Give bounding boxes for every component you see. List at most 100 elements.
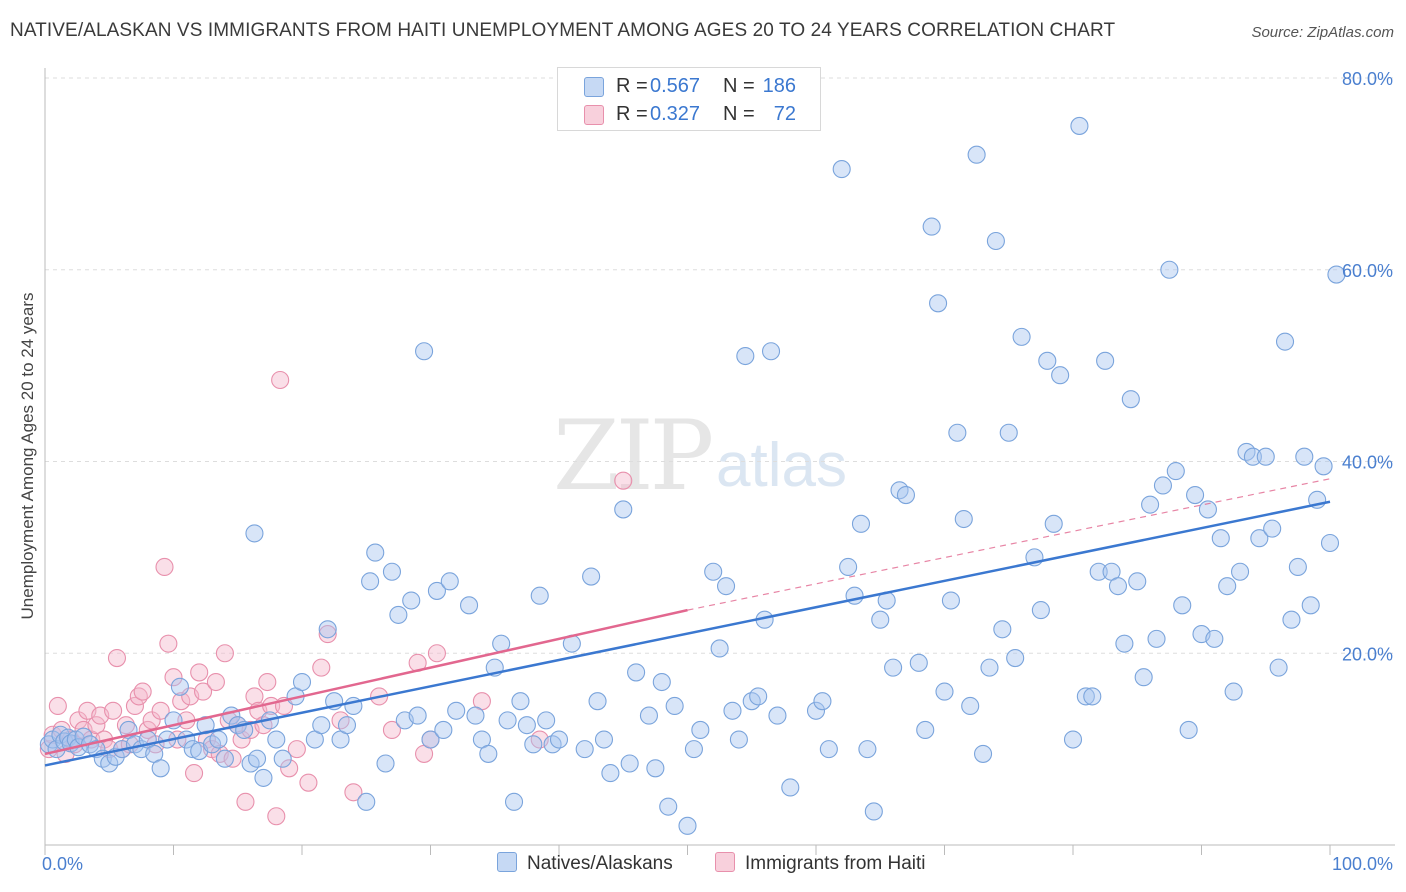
legend-row-haiti: R = 0.327 N = 72 (558, 101, 820, 129)
x-tick-label: 100.0% (1332, 854, 1393, 874)
data-point-natives (1160, 260, 1179, 279)
watermark-zip: ZIP (553, 400, 714, 512)
data-point-natives (415, 342, 434, 361)
data-point-natives (459, 596, 479, 615)
data-point-natives (292, 672, 312, 692)
data-point-natives (530, 586, 549, 605)
data-point-natives (427, 581, 446, 600)
chart-title: NATIVE/ALASKAN VS IMMIGRANTS FROM HAITI … (10, 20, 1116, 41)
data-point-natives (366, 543, 385, 562)
data-point-natives (884, 658, 903, 677)
data-point-natives (813, 692, 832, 711)
data-point-natives (916, 720, 935, 740)
data-point-natives (1166, 462, 1185, 481)
bottom-legend-label-haiti: Immigrants from Haiti (745, 853, 926, 874)
bottom-legend-label-natives: Natives/Alaskans (527, 853, 673, 874)
data-point-natives (100, 754, 119, 773)
data-point-haiti (236, 792, 255, 811)
data-point-natives (736, 346, 755, 366)
data-point-natives (1012, 327, 1031, 346)
data-point-natives (318, 620, 337, 639)
data-point-natives (1314, 457, 1333, 476)
x-tick-label: 0.0% (42, 854, 83, 874)
data-point-natives (1198, 500, 1217, 519)
data-point-natives (1211, 529, 1230, 548)
data-point-haiti (280, 759, 299, 778)
data-point-natives (1288, 557, 1307, 577)
data-point-natives (864, 802, 883, 821)
data-point-natives (1134, 668, 1153, 687)
data-point-natives (466, 706, 485, 725)
data-point-natives (1173, 596, 1192, 615)
data-point-natives (312, 716, 331, 735)
data-point-natives (1275, 332, 1295, 351)
data-point-natives (434, 720, 453, 740)
data-point-natives (1128, 572, 1147, 591)
data-point-natives (1243, 447, 1262, 466)
data-point-natives (1186, 486, 1205, 505)
data-point-natives (1031, 601, 1050, 620)
data-point-natives (1256, 447, 1275, 466)
data-point-natives (999, 423, 1018, 442)
data-point-haiti (267, 807, 286, 826)
data-point-natives (1320, 533, 1340, 553)
data-point-natives (1231, 562, 1250, 581)
data-point-natives (1115, 634, 1134, 653)
data-point-natives (935, 682, 954, 701)
data-point-natives (1179, 720, 1198, 740)
data-point-natives (1301, 596, 1320, 615)
data-point-natives (245, 524, 264, 543)
legend-row-natives: R = 0.567 N = 186 (558, 73, 820, 101)
natives-points (39, 116, 1346, 835)
data-point-natives (267, 730, 286, 749)
data-point-haiti (69, 711, 88, 730)
trend-line-haiti (44, 608, 688, 756)
data-point-haiti (299, 773, 318, 792)
data-point-natives (151, 759, 170, 778)
watermark-atlas: atlas (716, 431, 847, 500)
data-point-haiti (151, 701, 170, 720)
data-point-natives (594, 730, 614, 749)
data-point-natives (402, 591, 421, 610)
data-point-natives (361, 572, 380, 591)
data-point-natives (961, 696, 980, 716)
data-point-natives (440, 572, 459, 591)
data-point-natives (273, 749, 292, 768)
data-point-natives (549, 730, 569, 749)
data-point-natives (1295, 447, 1314, 466)
data-point-natives (639, 706, 659, 725)
data-point-natives (254, 768, 273, 787)
data-point-natives (1063, 730, 1083, 749)
data-point-natives (665, 696, 684, 716)
source-label: Source: ZipAtlas.com (1251, 24, 1394, 41)
data-point-natives (1006, 648, 1025, 668)
data-point-natives (421, 730, 440, 749)
data-point-natives (723, 701, 742, 720)
data-point-haiti (125, 696, 144, 716)
data-point-haiti (133, 682, 152, 701)
legend-r-value: 0.567 (650, 75, 701, 97)
legend-n-value: 186 (762, 75, 796, 97)
data-point-natives (337, 716, 357, 735)
data-point-natives (215, 749, 234, 768)
tick-labels: 20.0% 40.0% 60.0% 80.0% 0.0% 100.0% (42, 69, 1393, 874)
data-point-natives (1096, 351, 1115, 370)
y-tick-label: 20.0% (1342, 644, 1393, 664)
bottom-legend-natives: Natives/Alaskans (497, 852, 673, 875)
data-point-natives (909, 653, 928, 672)
data-point-haiti (194, 682, 213, 701)
legend-r-label: R = (616, 103, 648, 125)
data-point-natives (575, 740, 594, 759)
legend-r-label: R = (616, 75, 648, 97)
data-point-haiti (104, 701, 123, 720)
haiti-points (39, 370, 633, 826)
data-point-haiti (43, 725, 62, 744)
data-point-haiti (116, 716, 136, 735)
data-point-haiti (245, 687, 264, 706)
y-tick-label: 80.0% (1342, 69, 1393, 89)
data-point-natives (582, 567, 601, 586)
data-point-natives (761, 342, 781, 361)
data-point-natives (376, 754, 395, 773)
data-point-natives (1076, 687, 1095, 706)
data-point-natives (871, 610, 890, 629)
